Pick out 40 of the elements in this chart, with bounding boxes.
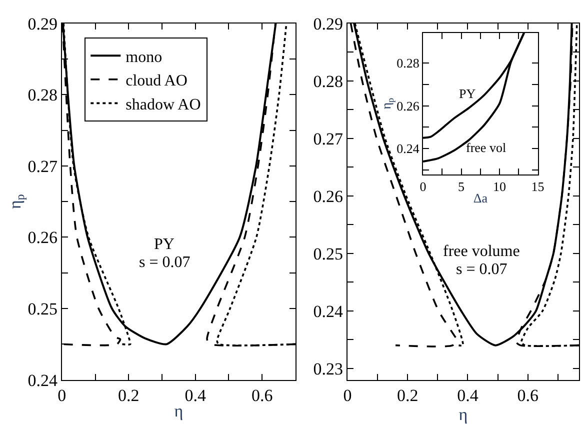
x-tick-label: 0.6 (517, 386, 539, 406)
y-tick-label: 0.26 (313, 186, 344, 206)
y-tick-label: 0.26 (28, 228, 58, 248)
y-tick-label: 0.24 (396, 141, 420, 156)
x-tick-label: 0 (420, 178, 426, 194)
annotation: PY (459, 86, 476, 101)
x-tick-label: 5 (458, 178, 465, 194)
y-tick-label: 0.27 (28, 156, 58, 176)
x-tick-label: 0 (343, 386, 352, 406)
annotation: free vol (466, 140, 506, 155)
y-tick-label: 0.27 (313, 129, 344, 148)
legend-label: cloud AO (126, 72, 188, 90)
y-tick-label: 0.29 (313, 14, 344, 34)
x-tick-label: 0.4 (184, 386, 206, 406)
x-tick-label: 0.4 (457, 386, 479, 406)
x-tick-label: 10 (493, 178, 506, 194)
y-tick-label: 0.28 (28, 86, 58, 105)
y-tick-label: 0.25 (313, 244, 344, 264)
x-tick-label: 0.2 (118, 386, 140, 406)
annotation: free volume (443, 243, 520, 260)
x-tick-label: 15 (531, 178, 544, 194)
x-axis-title: η (458, 405, 468, 424)
legend-label: mono (126, 48, 162, 66)
x-tick-label: 0.2 (396, 386, 418, 406)
y-tick-label: 0.29 (28, 14, 58, 34)
y-tick-label: 0.28 (396, 55, 420, 70)
annotation: s = 0.07 (456, 261, 508, 278)
y-tick-label: 0.24 (28, 370, 58, 390)
annotation: PY (154, 236, 175, 253)
x-tick-label: 0 (58, 386, 66, 406)
x-axis-title: η (174, 402, 184, 421)
y-tick-label: 0.28 (313, 72, 344, 91)
x-axis-title: Δa (473, 190, 488, 206)
y-tick-label: 0.24 (313, 302, 344, 321)
legend-label: shadow AO (126, 96, 201, 114)
y-tick-label: 0.23 (313, 359, 344, 378)
x-tick-label: 0.6 (251, 386, 273, 406)
y-tick-label: 0.25 (28, 299, 58, 318)
y-tick-label: 0.26 (396, 98, 420, 114)
annotation: s = 0.07 (139, 254, 190, 271)
